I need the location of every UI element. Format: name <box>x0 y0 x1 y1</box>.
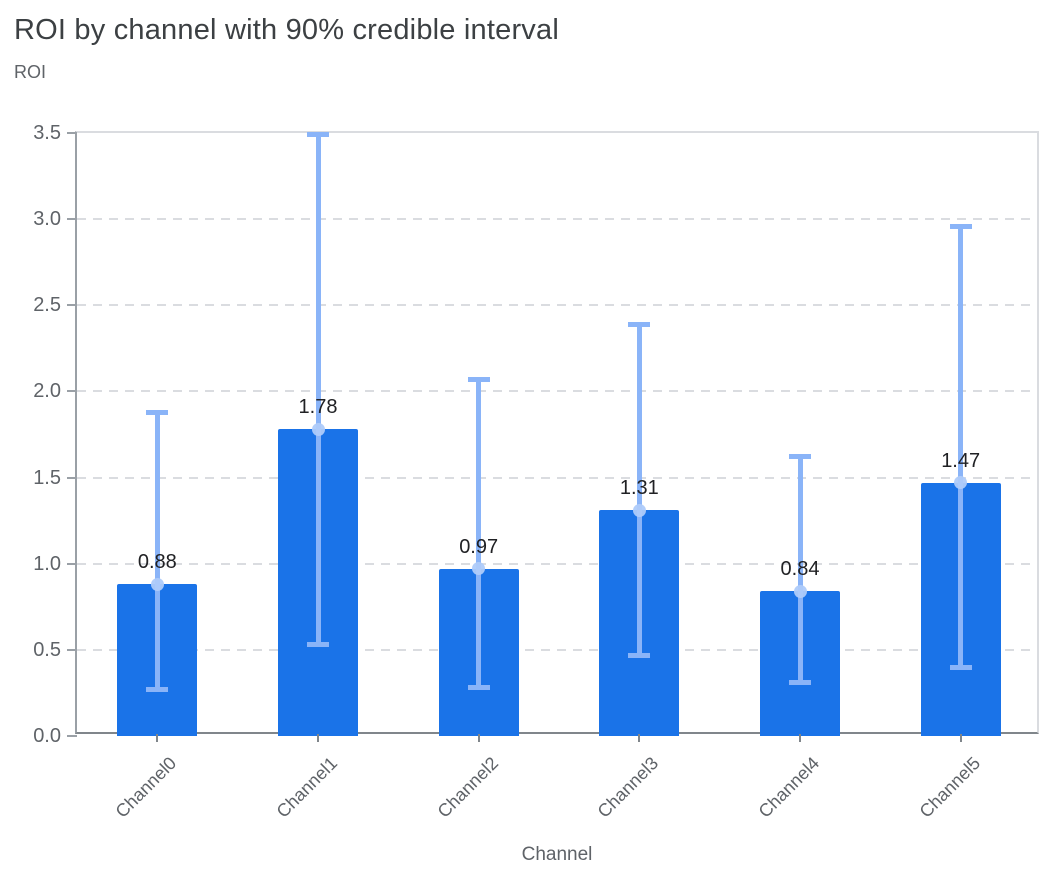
error-bar-cap-upper <box>628 321 651 327</box>
mean-point <box>472 562 486 576</box>
x-axis-tick <box>317 734 319 742</box>
y-axis-tick <box>67 735 77 737</box>
mean-point <box>311 422 325 436</box>
error-bar-cap-upper <box>949 223 972 229</box>
x-tick-label: Channel4 <box>754 753 824 822</box>
x-axis-tick <box>156 734 159 742</box>
error-bar-cap-upper <box>146 409 169 415</box>
bar-value-label: 0.84 <box>780 558 820 581</box>
error-bar-cap-lower <box>467 685 490 691</box>
x-axis-tick <box>477 734 480 742</box>
bar-value-label: 1.78 <box>298 396 338 419</box>
y-axis-tick <box>67 218 77 221</box>
bar-value-label: 1.31 <box>619 477 659 500</box>
y-axis-tick <box>67 304 77 307</box>
y-axis-tick <box>67 390 77 393</box>
x-tick-label: Channel3 <box>593 753 663 822</box>
y-axis-title: ROI <box>14 62 47 82</box>
error-bar-cap-lower <box>628 652 651 658</box>
error-bar-line <box>476 379 482 688</box>
y-tick-label: 1.5 <box>33 466 61 489</box>
x-tick-label: Channel1 <box>272 753 342 822</box>
x-tick-label: Channel5 <box>915 753 984 822</box>
mean-point <box>150 577 164 591</box>
gridline <box>77 218 1037 221</box>
mean-point <box>954 476 968 490</box>
y-tick-label: 0.0 <box>33 725 61 747</box>
x-axis-tick <box>799 734 801 742</box>
x-tick-label: Channel0 <box>111 753 181 822</box>
gridline <box>77 390 1037 393</box>
error-bar-line <box>797 456 803 683</box>
error-bar-cap-lower <box>789 680 811 686</box>
error-bar-cap-lower <box>146 686 169 692</box>
mean-point <box>632 503 646 517</box>
y-axis-tick <box>67 648 77 651</box>
y-tick-label: 1.0 <box>33 552 61 575</box>
y-tick-label: 3.0 <box>33 208 61 231</box>
gridline <box>77 562 1037 565</box>
error-bar-line <box>636 324 642 656</box>
gridline <box>77 304 1037 307</box>
error-bar-line <box>315 134 321 645</box>
bar-value-label: 0.88 <box>137 551 177 574</box>
error-bar-cap-lower <box>307 642 329 648</box>
chart-title: ROI by channel with 90% credible interva… <box>14 14 559 46</box>
error-bar-cap-upper <box>789 454 811 460</box>
y-tick-label: 3.5 <box>33 122 61 144</box>
plot-area: 0.0 0.5 1.0 1.5 2.0 2.5 3.0 3.5 0.88 Channel0 1.78… <box>33 122 1039 822</box>
error-bar-line <box>958 226 964 668</box>
gridline <box>77 476 1037 479</box>
error-bar-cap-lower <box>949 664 972 670</box>
error-bar-cap-upper <box>307 132 329 138</box>
y-axis-tick <box>67 562 77 565</box>
error-bar-line <box>154 412 160 690</box>
bar-value-label: 0.97 <box>459 535 499 558</box>
y-tick-label: 0.5 <box>33 638 61 661</box>
y-axis-tick <box>67 476 77 479</box>
mean-point <box>793 584 807 598</box>
x-axis-tick <box>638 734 641 742</box>
gridline <box>77 648 1037 651</box>
bar-value-label: 1.47 <box>941 449 981 472</box>
x-axis-tick <box>959 734 962 742</box>
y-axis-tick <box>67 132 77 134</box>
error-bar-cap-upper <box>467 376 490 382</box>
y-tick-label: 2.0 <box>33 380 61 403</box>
x-axis-title: Channel <box>521 844 593 865</box>
y-tick-label: 2.5 <box>33 294 61 317</box>
x-tick-label: Channel2 <box>433 753 502 822</box>
